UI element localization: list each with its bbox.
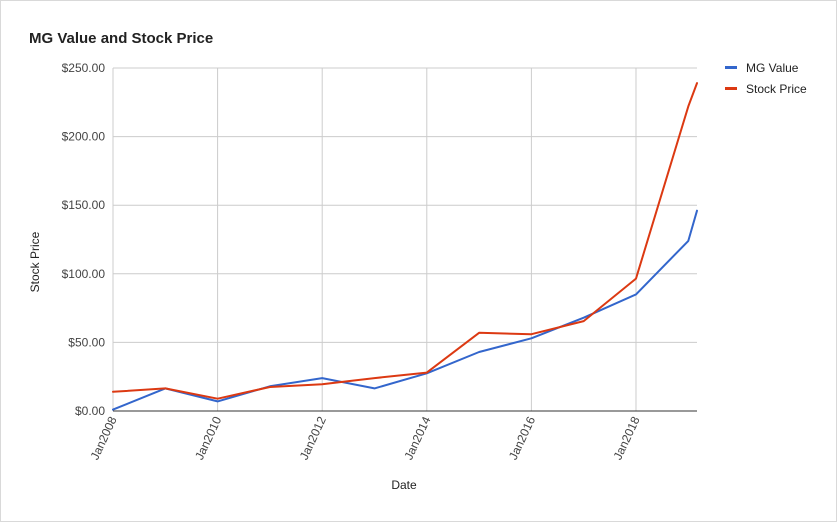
x-tick-label: Jan2014: [401, 414, 433, 462]
y-tick-label: $0.00: [75, 404, 105, 418]
y-tick-label: $150.00: [62, 198, 106, 212]
legend-label: Stock Price: [746, 82, 807, 96]
legend: MG Value Stock Price: [725, 61, 807, 96]
series-lines: [112, 82, 698, 411]
legend-item[interactable]: MG Value: [725, 61, 799, 75]
y-tick-label: $250.00: [62, 61, 106, 75]
legend-swatch: [725, 87, 737, 90]
series-line-mg-value: [112, 209, 698, 411]
y-axis-label: Stock Price: [28, 231, 42, 292]
legend-item[interactable]: Stock Price: [725, 82, 807, 96]
x-tick-label: Jan2012: [297, 414, 329, 462]
y-tick-label: $100.00: [62, 267, 106, 281]
x-tick-label: Jan2008: [88, 414, 120, 462]
y-tick-label: $200.00: [62, 130, 106, 144]
legend-swatch: [725, 66, 737, 69]
x-axis-label: Date: [391, 478, 417, 492]
x-tick-label: Jan2018: [611, 414, 643, 462]
y-tick-label: $50.00: [68, 335, 105, 349]
y-axis-ticks: $250.00 $200.00 $150.00 $100.00 $50.00 $0.00: [62, 61, 106, 418]
series-line-stock-price: [112, 82, 698, 400]
chart-title: MG Value and Stock Price: [29, 30, 213, 47]
x-tick-label: Jan2010: [192, 414, 224, 462]
legend-label: MG Value: [746, 61, 799, 75]
x-axis-ticks: Jan2008 Jan2010 Jan2012 Jan2014 Jan2016 Jan20…: [88, 414, 643, 462]
gridlines: [112, 67, 697, 412]
x-tick-label: Jan2016: [506, 414, 538, 462]
